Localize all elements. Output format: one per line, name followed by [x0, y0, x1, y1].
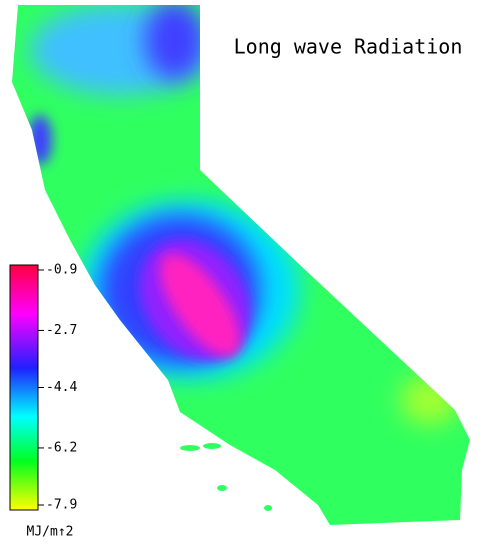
islands [180, 443, 272, 511]
colorbar-tick-label: -0.9 [46, 263, 77, 278]
map-title: Long wave Radiation [234, 35, 463, 59]
colorbar [9, 264, 39, 511]
colorbar-tick-label: -4.4 [46, 380, 77, 395]
colorbar-ticks: -0.9 -2.7 -4.4 -6.2 -7.9 [38, 263, 77, 513]
colorbar-tick-label: -6.2 [46, 440, 77, 455]
colorbar-tick-label: -7.9 [46, 498, 77, 513]
colorbar-unit: MJ/m↑2 [27, 525, 74, 540]
colorbar-tick-label: -2.7 [46, 323, 77, 338]
